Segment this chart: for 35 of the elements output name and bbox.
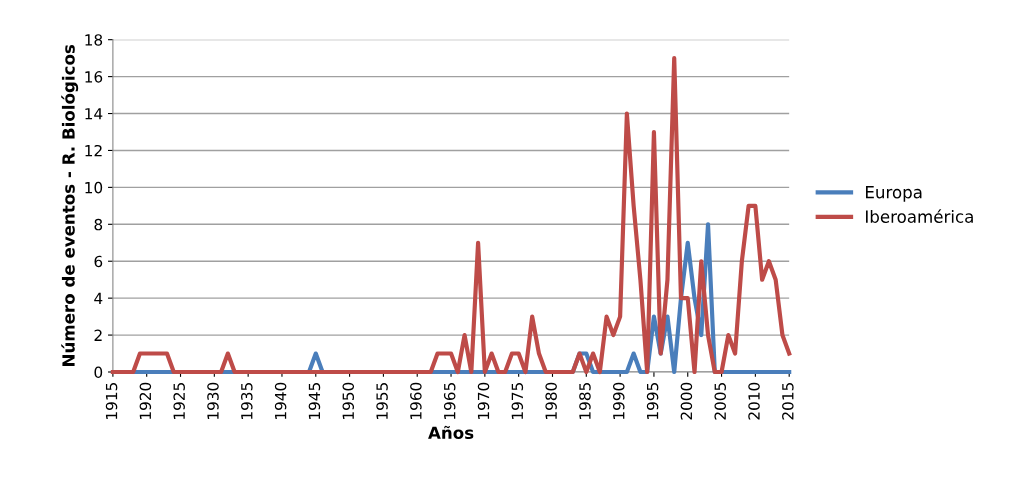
y-tick-label: 0 xyxy=(94,366,103,379)
y-tick-label: 16 xyxy=(85,71,103,83)
x-tick-label: 2005 xyxy=(714,383,726,420)
y-tick-label: 6 xyxy=(94,255,103,268)
x-tick-label: 1955 xyxy=(376,383,388,419)
x-tick-label: 1985 xyxy=(579,383,591,419)
x-tick-label: 1925 xyxy=(173,383,185,419)
x-tick-label: 1960 xyxy=(410,382,422,419)
y-tick-label: 14 xyxy=(85,108,103,120)
x-tick-label: 1935 xyxy=(241,383,253,419)
x-tick-label: 1920 xyxy=(139,382,152,419)
x-tick-label: 1970 xyxy=(477,382,490,419)
x-tick-label: 1980 xyxy=(545,382,557,419)
x-tick-label: 1940 xyxy=(274,382,287,419)
y-tick-label: 8 xyxy=(94,218,103,231)
x-tick-label: 1915 xyxy=(105,383,118,419)
y-tick-label: 18 xyxy=(85,34,103,46)
legend-label: Europa xyxy=(866,186,922,202)
x-tick-label: 2000 xyxy=(680,382,693,420)
x-tick-label: 1995 xyxy=(646,383,659,419)
legend-label: Iberoamérica xyxy=(866,209,973,223)
x-tick-label: 1950 xyxy=(342,382,355,419)
x-tick-label: 1965 xyxy=(443,383,456,419)
y-tick-label: 12 xyxy=(85,144,102,157)
y-tick-label: 4 xyxy=(94,292,103,304)
x-axis-title: Años xyxy=(428,425,474,440)
x-tick-label: 1945 xyxy=(308,383,321,419)
y-axis-title: Número de eventos - R. Biológicos xyxy=(61,44,79,366)
x-tick-label: 1990 xyxy=(612,382,625,419)
x-tick-label: 1975 xyxy=(511,383,524,419)
y-tick-label: 10 xyxy=(85,181,103,194)
x-tick-label: 2015 xyxy=(782,383,794,420)
x-tick-label: 1930 xyxy=(207,382,219,419)
x-tick-label: 2010 xyxy=(748,382,760,420)
y-tick-label: 2 xyxy=(94,329,102,341)
